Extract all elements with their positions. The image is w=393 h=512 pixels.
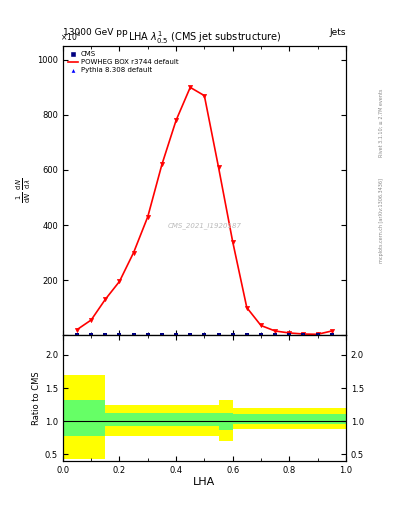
Y-axis label: $\frac{1}{\mathrm{d}N}\ \frac{\mathrm{d}N}{\mathrm{d}\lambda}$: $\frac{1}{\mathrm{d}N}\ \frac{\mathrm{d}…	[15, 178, 33, 203]
Text: CMS_2021_I1920187: CMS_2021_I1920187	[167, 222, 241, 229]
Legend: CMS, POWHEG BOX r3744 default, Pythia 8.308 default: CMS, POWHEG BOX r3744 default, Pythia 8.…	[66, 50, 180, 75]
Text: $\times10^3$: $\times10^3$	[60, 31, 81, 43]
X-axis label: LHA: LHA	[193, 477, 215, 487]
Text: Rivet 3.1.10; ≥ 2.7M events: Rivet 3.1.10; ≥ 2.7M events	[379, 89, 384, 157]
Text: Jets: Jets	[329, 28, 346, 37]
Text: 13000 GeV pp: 13000 GeV pp	[63, 28, 128, 37]
Y-axis label: Ratio to CMS: Ratio to CMS	[32, 371, 41, 425]
Text: mcplots.cern.ch [arXiv:1306.3436]: mcplots.cern.ch [arXiv:1306.3436]	[379, 178, 384, 263]
Title: LHA $\lambda^{1}_{0.5}$ (CMS jet substructure): LHA $\lambda^{1}_{0.5}$ (CMS jet substru…	[128, 29, 281, 46]
